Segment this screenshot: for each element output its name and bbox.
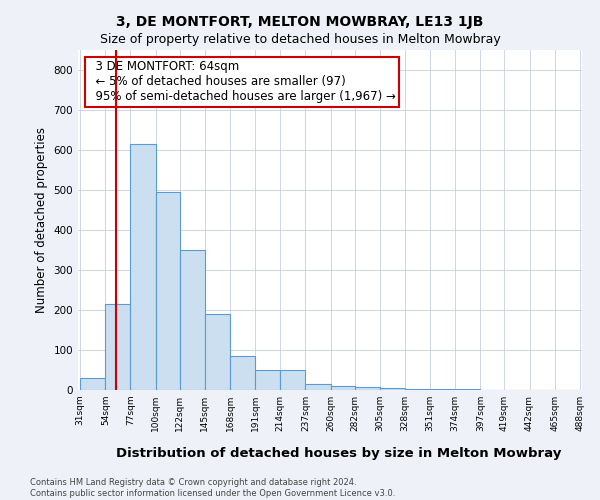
Bar [355,387,380,390]
Text: 3, DE MONTFORT, MELTON MOWBRAY, LE13 1JB: 3, DE MONTFORT, MELTON MOWBRAY, LE13 1JB [116,15,484,29]
Bar [205,314,230,390]
Bar [305,384,331,390]
Y-axis label: Number of detached properties: Number of detached properties [35,127,48,313]
Bar [380,388,405,390]
Bar [430,389,455,390]
Text: 3 DE MONTFORT: 64sqm
  ← 5% of detached houses are smaller (97)
  95% of semi-de: 3 DE MONTFORT: 64sqm ← 5% of detached ho… [88,60,396,103]
Bar [80,378,106,390]
Bar [230,356,255,390]
Bar [130,144,155,390]
Text: Distribution of detached houses by size in Melton Mowbray: Distribution of detached houses by size … [116,448,562,460]
Bar [106,304,130,390]
Bar [255,370,280,390]
Text: Size of property relative to detached houses in Melton Mowbray: Size of property relative to detached ho… [100,32,500,46]
Text: Contains HM Land Registry data © Crown copyright and database right 2024.
Contai: Contains HM Land Registry data © Crown c… [30,478,395,498]
Bar [331,386,355,390]
Bar [405,389,430,390]
Bar [179,250,205,390]
Bar [155,192,179,390]
Bar [455,389,481,390]
Bar [280,370,305,390]
